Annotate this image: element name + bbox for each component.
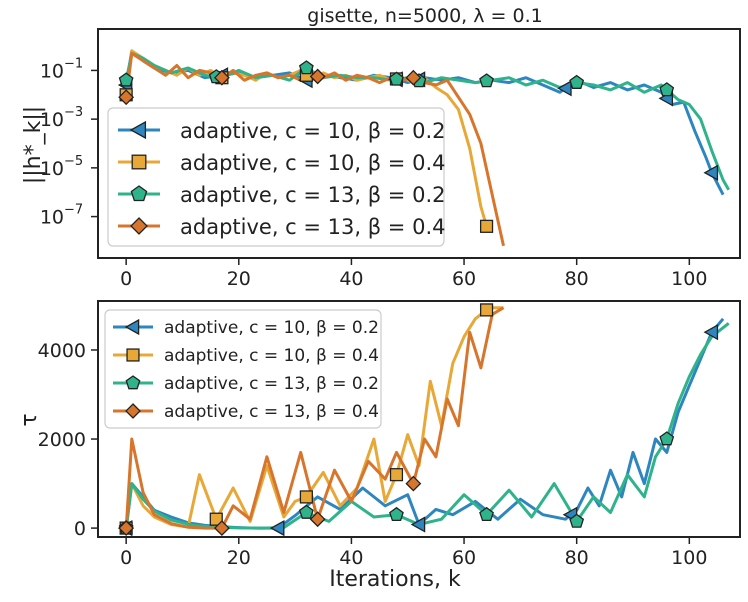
bottom-series-2-square-marker bbox=[479, 303, 494, 317]
bottom-legend-box bbox=[104, 309, 382, 429]
bottom-series-line-3 bbox=[124, 322, 730, 530]
top-series-2-square-marker bbox=[479, 219, 494, 233]
bottom-plot-frame bbox=[97, 300, 741, 538]
top-series-3-pentagon-marker bbox=[479, 73, 494, 88]
top-y-tick-exponent: −1 bbox=[64, 56, 83, 71]
bottom-y-axis-label: τ bbox=[17, 413, 42, 426]
bottom-x-tick-label: 0 bbox=[120, 547, 132, 569]
bottom-plot-panel: 0 20 40 60 80 100 0 2000 4000 τ Iterations, k a… bbox=[17, 300, 741, 592]
bottom-legend-label-1: adaptive, c = 10, β = 0.2 bbox=[164, 318, 379, 338]
top-y-tick-exponent: −7 bbox=[64, 203, 83, 218]
bottom-legend-diamond-marker bbox=[125, 403, 141, 419]
bottom-series-2-square-marker bbox=[209, 512, 223, 526]
top-y-axis-label: ||h*_k|| bbox=[21, 106, 46, 184]
top-series-4-diamond-marker bbox=[213, 69, 230, 86]
bottom-legend-triangle-marker bbox=[124, 318, 140, 336]
bottom-series-3-pentagon-marker bbox=[659, 431, 675, 446]
bottom-x-tick-label: 40 bbox=[339, 547, 363, 569]
bottom-legend: adaptive, c = 10, β = 0.2 adaptive, c = 1… bbox=[104, 309, 382, 429]
top-x-tick-label: 80 bbox=[565, 268, 589, 290]
top-legend: adaptive, c = 10, β = 0.2 adaptive, c = 1… bbox=[107, 107, 445, 247]
bottom-series-1-triangle-marker bbox=[703, 324, 719, 341]
bottom-legend-label-2: adaptive, c = 10, β = 0.4 bbox=[164, 346, 379, 366]
top-legend-label-4: adaptive, c = 13, β = 0.4 bbox=[180, 215, 445, 239]
bottom-series-4-diamond-marker bbox=[309, 511, 326, 528]
top-legend-label-2: adaptive, c = 10, β = 0.4 bbox=[180, 151, 445, 175]
top-legend-triangle-marker bbox=[129, 120, 147, 140]
bottom-series-3-pentagon-marker bbox=[479, 506, 494, 522]
bottom-series-3-pentagon-marker bbox=[298, 504, 314, 519]
top-series-1-triangle-marker bbox=[703, 164, 719, 181]
top-series-4-diamond-marker bbox=[309, 68, 326, 85]
top-y-tick-label: 10 bbox=[40, 109, 64, 131]
bottom-series-1-triangle-marker bbox=[269, 519, 285, 537]
top-y-axis-ticks: 10−110−310−510−7 bbox=[40, 56, 98, 229]
top-legend-pentagon-marker bbox=[130, 185, 148, 202]
bottom-x-axis-ticks: 0 20 40 60 80 100 bbox=[120, 537, 707, 569]
bottom-x-tick-label: 60 bbox=[452, 547, 476, 569]
top-x-axis-ticks: 0 20 40 60 80 100 bbox=[120, 258, 707, 290]
top-series-4-diamond-marker bbox=[405, 69, 422, 86]
top-legend-square-marker bbox=[131, 154, 147, 170]
bottom-legend-label-4: adaptive, c = 13, β = 0.4 bbox=[164, 402, 379, 422]
top-series-3-pentagon-marker bbox=[118, 72, 134, 87]
bottom-legend-pentagon-marker bbox=[125, 375, 141, 390]
top-y-axis-label-text: ||h*_k|| bbox=[21, 106, 46, 184]
top-series-4-diamond-marker bbox=[118, 89, 135, 106]
top-x-tick-label: 100 bbox=[671, 268, 707, 290]
bottom-series-1-triangle-marker bbox=[410, 516, 426, 533]
bottom-legend-label-3: adaptive, c = 13, β = 0.2 bbox=[164, 374, 379, 394]
top-y-tick-label: 10 bbox=[40, 207, 64, 229]
top-plot-panel: gisette, n=5000, λ = 0.1 0 20 40 60 80 100 10… bbox=[21, 5, 741, 290]
top-series-3-pentagon-marker bbox=[298, 60, 314, 75]
top-legend-label-1: adaptive, c = 10, β = 0.2 bbox=[180, 119, 445, 143]
bottom-y-axis-ticks: 0 2000 4000 bbox=[38, 340, 98, 540]
top-y-tick-exponent: −5 bbox=[64, 154, 83, 169]
top-series-3-pentagon-marker bbox=[659, 82, 675, 97]
top-legend-diamond-marker bbox=[130, 217, 148, 235]
top-x-tick-label: 20 bbox=[227, 268, 251, 290]
bottom-y-tick-label: 4000 bbox=[38, 340, 86, 362]
bottom-series-2-square-marker bbox=[389, 468, 404, 482]
bottom-x-axis-label: Iterations, k bbox=[329, 567, 461, 592]
top-series-1-triangle-marker bbox=[557, 80, 572, 97]
top-legend-box bbox=[107, 107, 445, 247]
bottom-series-4-diamond-marker bbox=[405, 475, 422, 492]
top-x-tick-label: 0 bbox=[120, 268, 132, 290]
top-y-tick-exponent: −3 bbox=[64, 105, 83, 120]
top-series-3-pentagon-marker bbox=[569, 74, 585, 89]
top-x-tick-label: 60 bbox=[452, 268, 476, 290]
bottom-series-4-diamond-marker bbox=[118, 520, 135, 537]
top-y-tick-label: 10 bbox=[40, 158, 64, 180]
bottom-series-4-diamond-marker bbox=[213, 520, 230, 537]
top-plot-title: gisette, n=5000, λ = 0.1 bbox=[307, 5, 542, 27]
top-x-tick-label: 40 bbox=[339, 268, 363, 290]
top-y-tick-label: 10 bbox=[40, 60, 64, 82]
bottom-series-3-pentagon-marker bbox=[569, 513, 585, 528]
top-legend-label-3: adaptive, c = 13, β = 0.2 bbox=[180, 183, 445, 207]
bottom-series-3-pentagon-marker bbox=[389, 506, 404, 522]
bottom-x-tick-label: 100 bbox=[671, 547, 707, 569]
bottom-series-line-4 bbox=[124, 306, 505, 530]
bottom-x-tick-label: 80 bbox=[565, 547, 589, 569]
bottom-legend-square-marker bbox=[126, 348, 140, 362]
bottom-y-tick-label: 2000 bbox=[38, 429, 86, 451]
top-series-3-pentagon-marker bbox=[389, 71, 404, 86]
bottom-x-tick-label: 20 bbox=[227, 547, 251, 569]
bottom-series-2-square-marker bbox=[299, 490, 313, 504]
top-plot-frame bbox=[97, 28, 741, 259]
bottom-y-tick-label: 0 bbox=[74, 518, 86, 540]
